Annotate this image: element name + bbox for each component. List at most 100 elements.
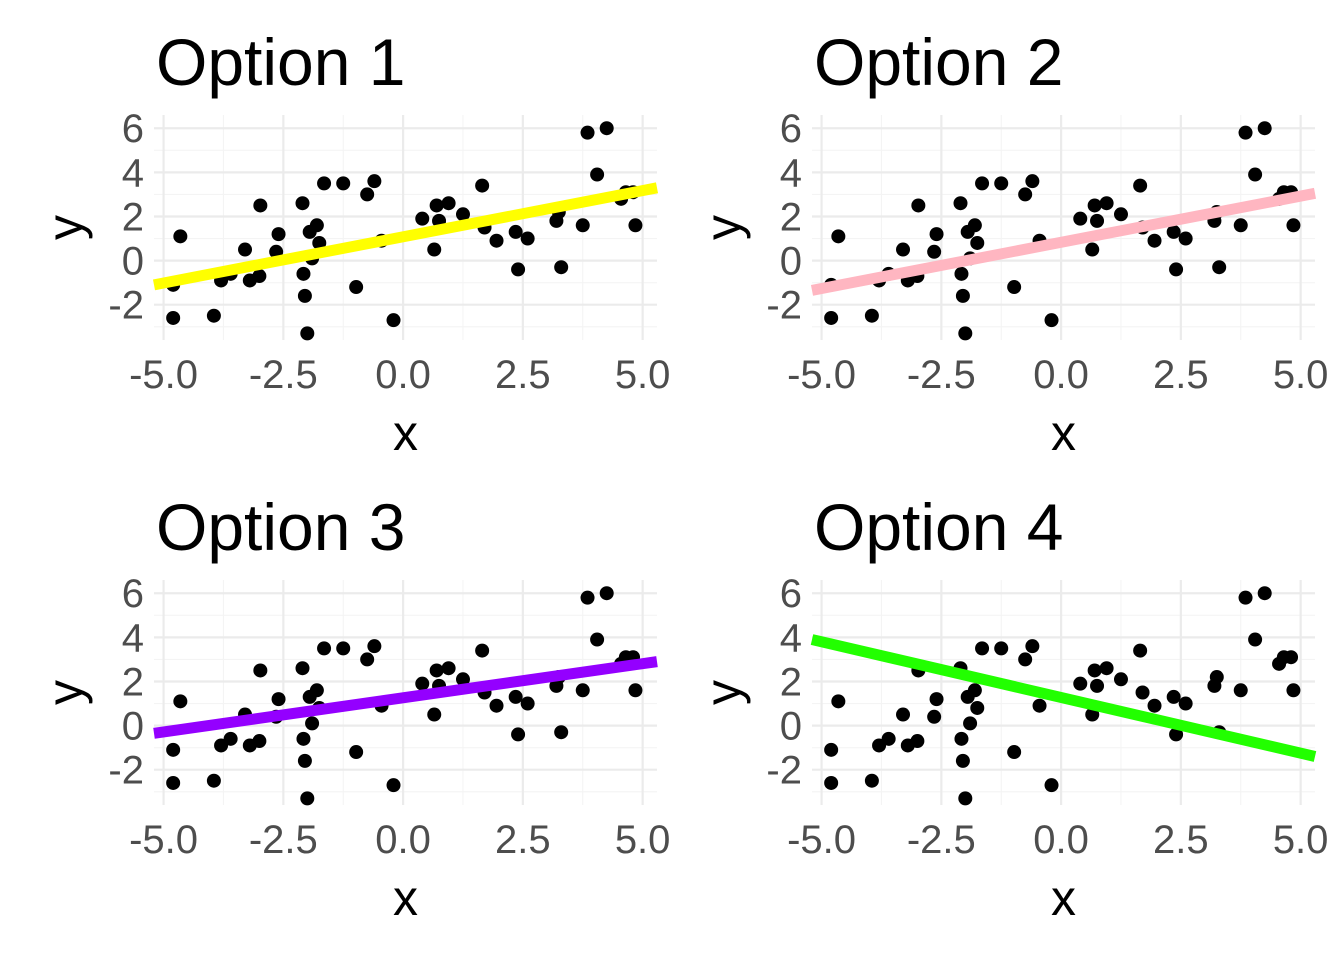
x-tick-label: 5.0: [615, 353, 671, 397]
data-point: [1085, 242, 1100, 257]
y-tick-label: -2: [766, 284, 802, 328]
data-point: [317, 641, 332, 656]
x-axis-label: x: [1051, 870, 1076, 926]
data-point: [1087, 198, 1102, 213]
data-point: [580, 590, 595, 605]
y-tick-label: 2: [122, 195, 144, 239]
data-point: [252, 734, 267, 749]
x-tick-label: -5.0: [129, 818, 198, 862]
data-point: [1238, 590, 1253, 605]
data-point: [1113, 207, 1128, 222]
x-tick-label: -5.0: [787, 353, 856, 397]
y-tick-label: 2: [780, 660, 802, 704]
data-point: [1090, 213, 1105, 228]
data-point: [1044, 778, 1059, 793]
data-point: [297, 753, 312, 768]
data-point: [475, 643, 490, 658]
data-point: [305, 716, 320, 731]
data-point: [975, 176, 990, 191]
data-point: [1135, 685, 1150, 700]
data-point: [271, 227, 286, 242]
data-point: [253, 663, 268, 678]
x-tick-label: -5.0: [129, 353, 198, 397]
data-point: [1169, 727, 1184, 742]
y-axis-label: y: [695, 680, 751, 705]
data-point: [910, 734, 925, 749]
y-axis-label: y: [37, 215, 93, 240]
data-point: [429, 198, 444, 213]
data-point: [349, 745, 364, 760]
data-point: [223, 731, 238, 746]
data-point: [967, 218, 982, 233]
data-point: [994, 641, 1009, 656]
data-point: [1113, 672, 1128, 687]
data-point: [896, 242, 911, 257]
data-point: [954, 731, 969, 746]
panel-title: Option 1: [156, 25, 406, 99]
data-point: [166, 775, 181, 790]
data-point: [1212, 260, 1227, 275]
data-point: [1087, 663, 1102, 678]
data-point: [927, 709, 942, 724]
data-point: [508, 224, 523, 239]
y-tick-label: 0: [780, 705, 802, 749]
data-point: [1284, 650, 1299, 665]
fit-line: [810, 634, 1317, 762]
data-point: [967, 683, 982, 698]
data-point: [511, 262, 526, 277]
data-point: [628, 218, 643, 233]
data-point: [929, 227, 944, 242]
data-point: [1209, 670, 1224, 685]
data-point: [166, 742, 181, 757]
data-point: [1248, 632, 1263, 647]
data-point: [575, 218, 590, 233]
y-tick-label: 0: [122, 240, 144, 284]
data-point: [970, 235, 985, 250]
data-point: [1099, 196, 1114, 211]
data-point: [1257, 586, 1272, 601]
y-tick-label: 2: [122, 660, 144, 704]
y-tick-label: 6: [122, 572, 144, 616]
panel-title: Option 4: [814, 490, 1064, 564]
data-point: [206, 773, 221, 788]
data-point: [386, 313, 401, 328]
data-point: [520, 696, 535, 711]
data-point: [271, 692, 286, 707]
panel-title: Option 2: [814, 25, 1064, 99]
data-point: [455, 672, 470, 687]
y-tick-label: 6: [122, 107, 144, 151]
y-tick-label: -2: [766, 749, 802, 793]
data-point: [367, 174, 382, 189]
data-point: [367, 639, 382, 654]
data-point: [911, 198, 926, 213]
data-point: [864, 773, 879, 788]
y-tick-label: -2: [108, 749, 144, 793]
data-point: [1090, 678, 1105, 693]
data-point: [427, 242, 442, 257]
data-point: [295, 196, 310, 211]
data-point: [1166, 224, 1181, 239]
data-point: [824, 775, 839, 790]
data-point: [441, 196, 456, 211]
data-point: [881, 731, 896, 746]
y-tick-label: 4: [122, 616, 144, 660]
data-point: [1007, 745, 1022, 760]
x-tick-label: 2.5: [495, 818, 551, 862]
data-point: [1238, 125, 1253, 140]
data-point: [429, 663, 444, 678]
data-point: [317, 176, 332, 191]
y-tick-label: 4: [780, 616, 802, 660]
data-point: [252, 269, 267, 284]
data-point: [1286, 218, 1301, 233]
data-point: [297, 288, 312, 303]
y-tick-label: 0: [122, 705, 144, 749]
data-point: [309, 218, 324, 233]
data-point: [166, 310, 181, 325]
data-point: [1032, 698, 1047, 713]
y-tick-label: 6: [780, 107, 802, 151]
data-point: [824, 742, 839, 757]
